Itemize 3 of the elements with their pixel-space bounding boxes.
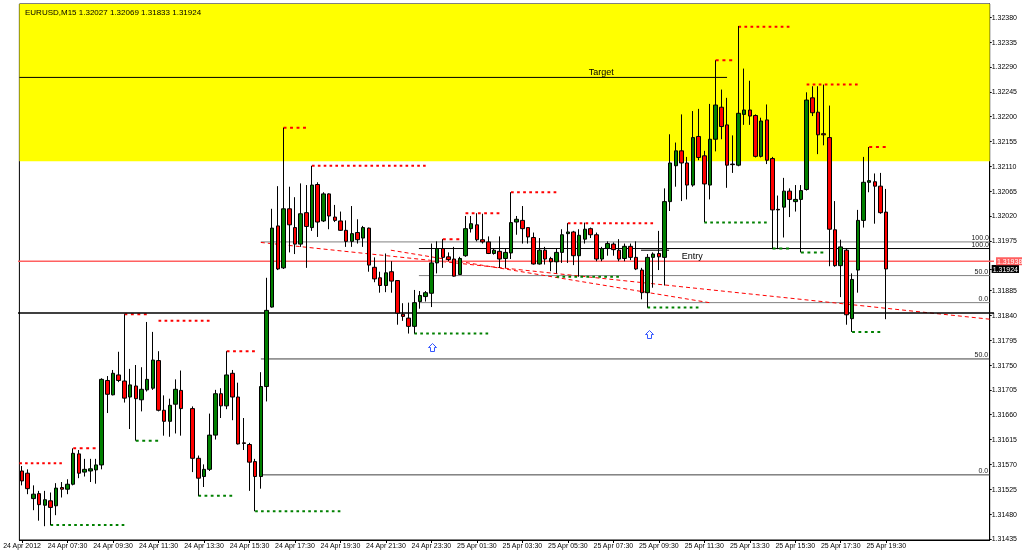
chart-title: EURUSD,M15 1.32027 1.32069 1.31833 1.31924 — [25, 7, 202, 17]
annotation: Entry — [681, 250, 704, 261]
annotation: Target — [588, 66, 615, 77]
